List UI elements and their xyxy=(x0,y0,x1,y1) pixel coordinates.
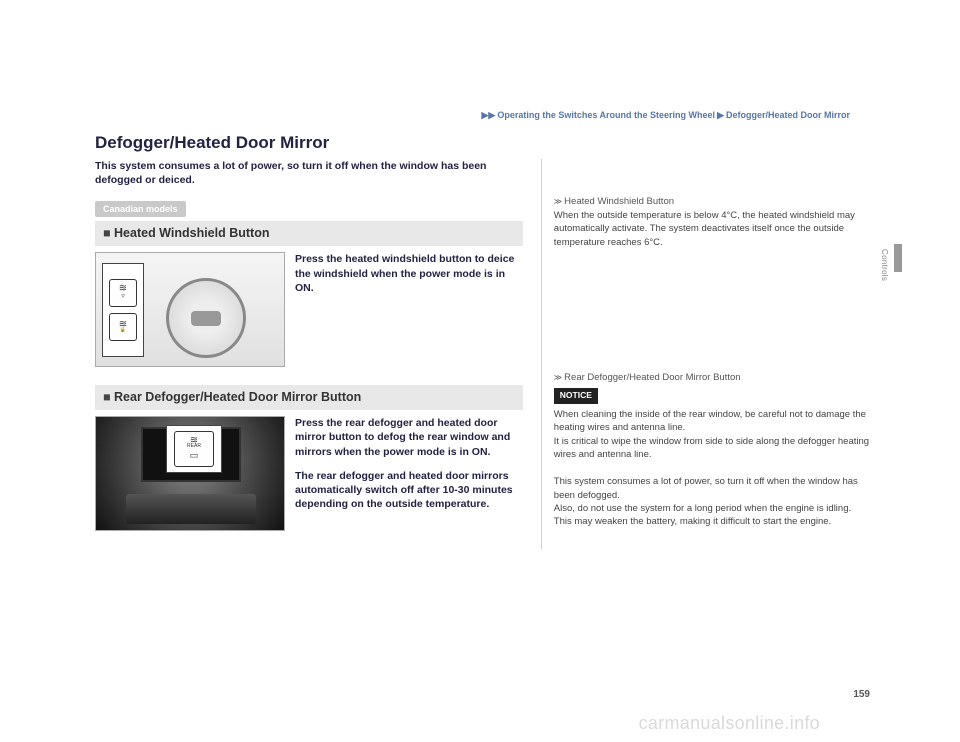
triangle-icon: ≫ xyxy=(554,373,562,382)
model-badge: Canadian models xyxy=(95,201,186,217)
triangle-icon: ≫ xyxy=(554,197,562,206)
side-block: When the outside temperature is below 4°… xyxy=(554,209,870,249)
windshield-button-illustration: ≋ ▿ ≋ 🔒 xyxy=(95,252,285,367)
side-head-1: Heated Windshield Button xyxy=(564,196,674,207)
breadcrumb-part-1: Operating the Switches Around the Steeri… xyxy=(497,110,715,120)
rear-defogger-illustration: ≋ REAR ▭ xyxy=(95,416,285,531)
section-heading: Heated Windshield Button xyxy=(95,221,523,246)
notice-badge: NOTICE xyxy=(554,388,598,404)
page-title: Defogger/Heated Door Mirror xyxy=(95,133,870,153)
section2-text-p1: Press the rear defogger and heated door … xyxy=(295,416,523,459)
rear-defrost-icon: ≋ REAR ▭ xyxy=(174,431,214,467)
steering-wheel-graphic xyxy=(166,278,246,358)
two-column-layout: This system consumes a lot of power, so … xyxy=(95,159,870,549)
side-heading: ≫Rear Defogger/Heated Door Mirror Button xyxy=(554,371,870,384)
side-block-2d: Also, do not use the system for a long p… xyxy=(554,502,870,529)
side-block: This system consumes a lot of power, so … xyxy=(554,475,870,528)
section-heading: Rear Defogger/Heated Door Mirror Button xyxy=(95,385,523,410)
side-heading: ≫Heated Windshield Button xyxy=(554,195,674,208)
front-defrost-icon: ≋ ▿ xyxy=(109,279,137,307)
section2-text-p2: The rear defogger and heated door mirror… xyxy=(295,469,523,512)
side-block: NOTICE When cleaning the inside of the r… xyxy=(554,388,870,461)
thumb-tab-mark xyxy=(894,244,902,272)
button-callout: ≋ ▿ ≋ 🔒 xyxy=(102,263,144,357)
arrow-icon: ▶ xyxy=(717,110,724,120)
section-body: ≋ ▿ ≋ 🔒 Press the heated windshield butt… xyxy=(95,252,523,367)
manual-page: ▶▶Operating the Switches Around the Stee… xyxy=(95,110,870,700)
dash-console-graphic xyxy=(126,494,256,524)
windshield-glyph: ▿ xyxy=(121,292,125,301)
left-column: This system consumes a lot of power, so … xyxy=(95,159,523,549)
section1-text: Press the heated windshield button to de… xyxy=(295,252,523,295)
watermark: carmanualsonline.info xyxy=(639,713,820,734)
lock-glyph: 🔒 xyxy=(120,328,126,333)
page-number: 159 xyxy=(853,689,870,700)
rear-window-glyph: ▭ xyxy=(190,449,199,461)
breadcrumb-part-2: Defogger/Heated Door Mirror xyxy=(726,110,850,120)
side-block-1: When the outside temperature is below 4°… xyxy=(554,210,855,248)
side-head-2: Rear Defogger/Heated Door Mirror Button xyxy=(564,372,740,383)
side-block-2b: It is critical to wipe the window from s… xyxy=(554,435,870,462)
breadcrumb: ▶▶Operating the Switches Around the Stee… xyxy=(95,110,870,121)
side-block-2c: This system consumes a lot of power, so … xyxy=(554,475,870,502)
intro-text: This system consumes a lot of power, so … xyxy=(95,159,523,187)
right-column: Controls ≫Heated Windshield Button When … xyxy=(541,159,870,549)
thumb-tab-label: Controls xyxy=(879,249,890,281)
windshield-heat-icon: ≋ 🔒 xyxy=(109,313,137,341)
section-body: ≋ REAR ▭ Press the rear defogger and hea… xyxy=(95,416,523,531)
section-text: Press the rear defogger and heated door … xyxy=(295,416,523,531)
button-callout: ≋ REAR ▭ xyxy=(166,425,222,473)
section-text: Press the heated windshield button to de… xyxy=(295,252,523,367)
side-block-2a: When cleaning the inside of the rear win… xyxy=(554,408,870,435)
arrow-icon: ▶▶ xyxy=(482,110,496,120)
